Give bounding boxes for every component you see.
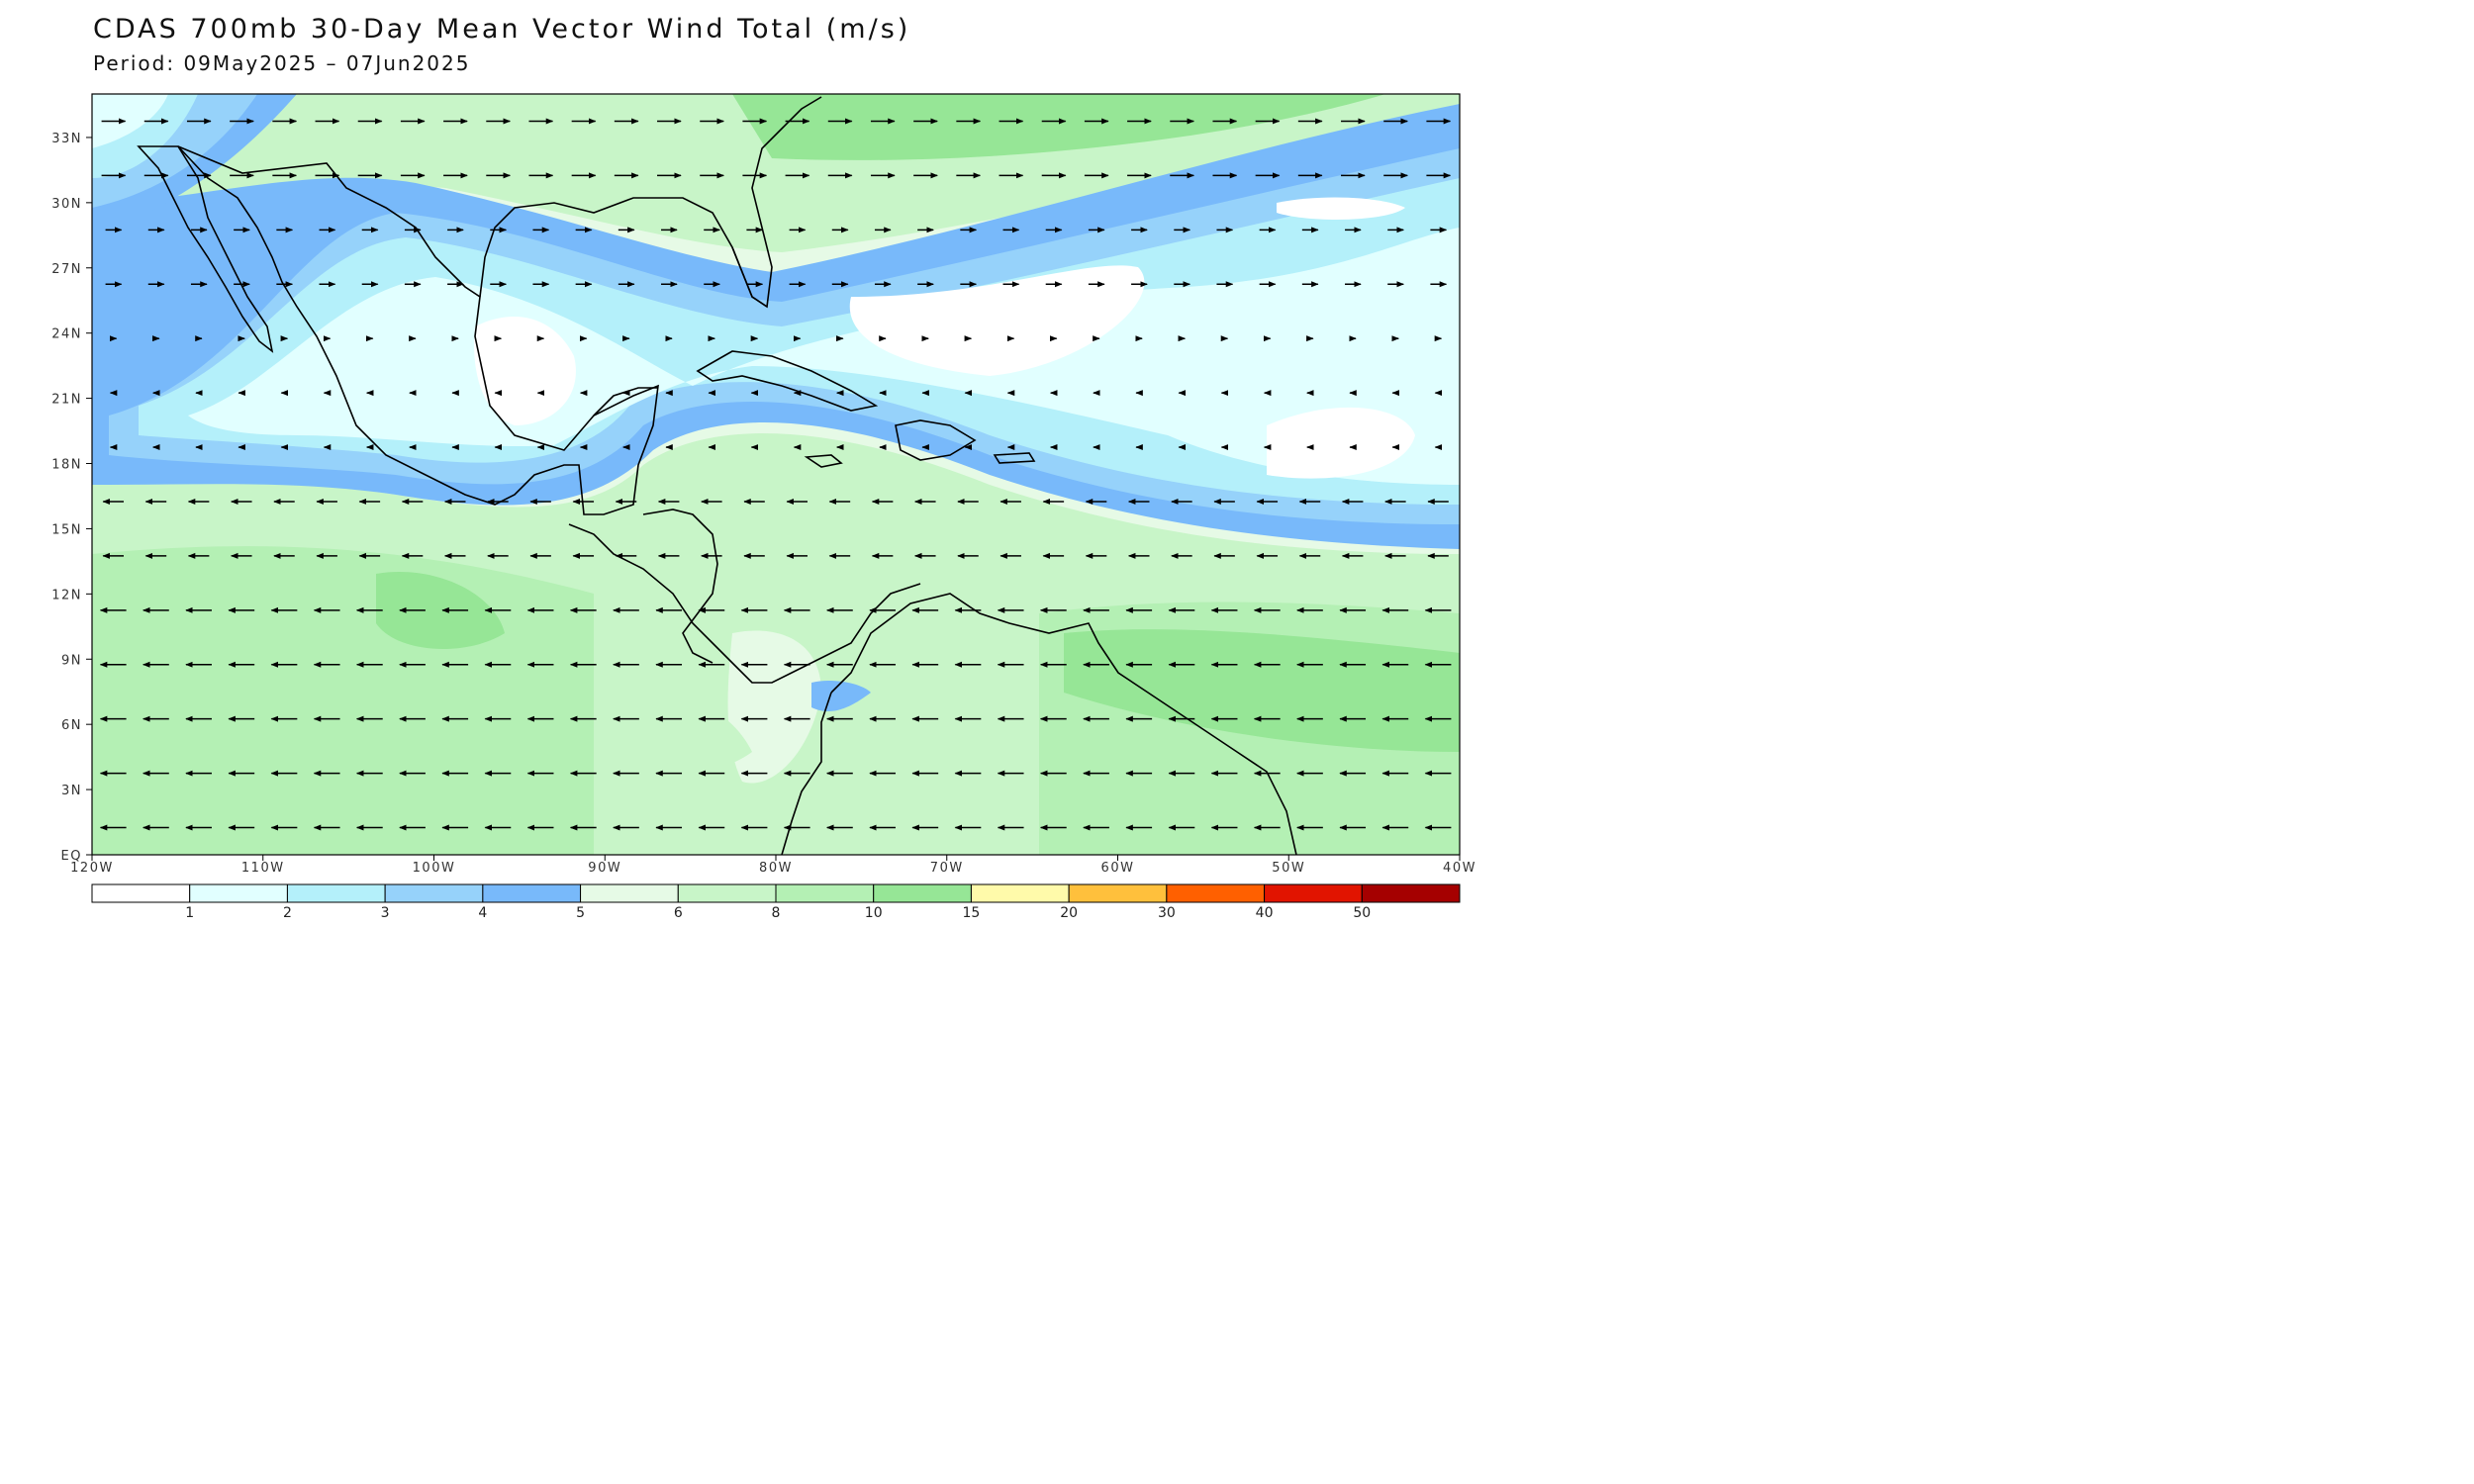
colorbar-label: 10: [865, 905, 883, 921]
colorbar-swatch: [91, 883, 191, 903]
lat-label: 30N: [51, 197, 82, 212]
colorbar-swatch: [580, 883, 679, 903]
colorbar-label: 5: [576, 905, 585, 921]
lat-label: 3N: [61, 784, 82, 798]
latitude-axis: 33N 30N 27N 24N 21N 18N 15N 12N 9N 6N 3N EQ: [51, 132, 92, 864]
colorbar-label: 3: [381, 905, 390, 921]
colorbar-label: 20: [1060, 905, 1078, 921]
colorbar-label: 2: [283, 905, 292, 921]
colorbar-swatch: [189, 883, 288, 903]
map-period: Period: 09May2025 – 07Jun2025: [93, 51, 471, 75]
lat-label: 33N: [51, 132, 82, 146]
colorbar-swatch: [1068, 883, 1168, 903]
colorbar-label: 4: [478, 905, 487, 921]
lat-label: 6N: [61, 718, 82, 733]
colorbar: 1 2 3 4 5 6 8 10 15 20 30 40 50: [91, 883, 1461, 921]
longitude-axis: 120W 110W 100W 90W 80W 70W 60W 50W 40W: [70, 855, 1476, 876]
colorbar-swatch: [1166, 883, 1266, 903]
lon-label: 70W: [930, 861, 964, 876]
lat-label: 9N: [61, 653, 82, 668]
colorbar-label: 50: [1353, 905, 1371, 921]
lat-label: 27N: [51, 262, 82, 277]
colorbar-label: 30: [1158, 905, 1176, 921]
colorbar-swatch: [970, 883, 1070, 903]
colorbar-label: 40: [1256, 905, 1274, 921]
lon-label: 80W: [759, 861, 793, 876]
colorbar-label: 15: [963, 905, 981, 921]
lon-label: 50W: [1272, 861, 1305, 876]
lat-label: EQ: [61, 849, 82, 864]
lon-label: 100W: [413, 861, 456, 876]
colorbar-swatch: [384, 883, 484, 903]
colorbar-swatch: [775, 883, 875, 903]
lat-label: 18N: [51, 458, 82, 473]
lon-label: 40W: [1443, 861, 1476, 876]
colorbar-swatch: [1264, 883, 1363, 903]
lat-label: 12N: [51, 588, 82, 603]
lon-label: 90W: [588, 861, 621, 876]
lon-label: 120W: [70, 861, 114, 876]
coastlines: [137, 96, 1297, 855]
shaded-wind-speed: [92, 94, 1460, 855]
map-title: CDAS 700mb 30-Day Mean Vector Wind Total…: [93, 14, 911, 45]
colorbar-swatch: [286, 883, 386, 903]
colorbar-swatch: [1361, 883, 1461, 903]
colorbar-swatch: [482, 883, 582, 903]
colorbar-label: 6: [674, 905, 683, 921]
lon-label: 110W: [241, 861, 285, 876]
wind-vectors: [99, 118, 1452, 831]
lat-label: 15N: [51, 522, 82, 537]
lat-label: 21N: [51, 393, 82, 408]
colorbar-swatch: [677, 883, 777, 903]
lon-label: 60W: [1101, 861, 1135, 876]
colorbar-label: 8: [772, 905, 781, 921]
lat-label: 24N: [51, 327, 82, 342]
colorbar-label: 1: [185, 905, 194, 921]
colorbar-swatch: [873, 883, 972, 903]
